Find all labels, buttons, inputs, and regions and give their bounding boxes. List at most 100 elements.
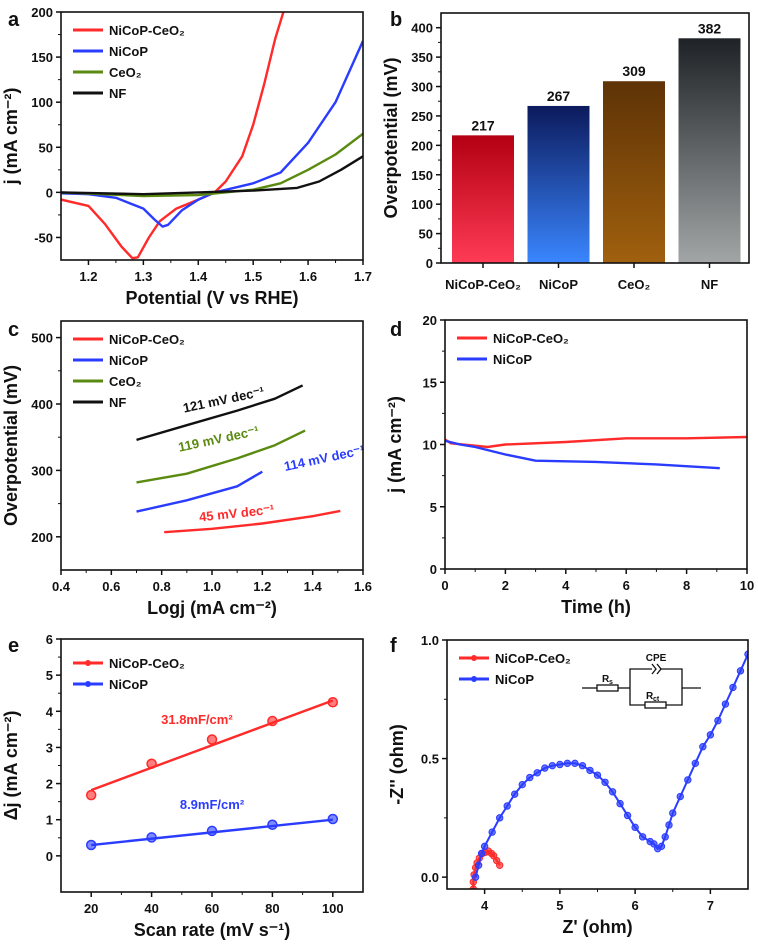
y-tick-label: 5 (430, 500, 437, 515)
x-tick-label: 1.2 (79, 269, 97, 284)
series-annotation: 31.8mF/cm² (161, 712, 233, 727)
x-tick-label: 20 (84, 901, 98, 916)
x-tick-label: 6 (632, 898, 639, 913)
y-tick-label: 0 (430, 562, 437, 577)
series-annotation: 45 mV dec⁻¹ (198, 502, 275, 525)
panel-label: d (390, 319, 402, 341)
legend-marker (85, 681, 91, 687)
plot-area (61, 12, 363, 260)
y-tick-label: 50 (419, 227, 433, 242)
data-point (495, 814, 504, 822)
y-tick-label: 150 (31, 50, 53, 65)
panel-label: f (390, 635, 397, 657)
y-tick-label: 5 (46, 668, 53, 683)
data-point (471, 873, 480, 881)
series-line (61, 12, 285, 260)
x-tick-label: 40 (144, 901, 158, 916)
resistor-rs (596, 684, 619, 692)
x-tick-label: 2 (502, 578, 509, 593)
series-line (61, 155, 363, 196)
data-point (586, 766, 594, 775)
y-tick-label: 400 (31, 397, 53, 412)
y-tick-label: 1.0 (421, 633, 439, 648)
panel-label: c (8, 319, 19, 341)
data-point (85, 789, 97, 801)
data-point (477, 849, 486, 858)
plot-frame (60, 320, 364, 571)
data-point (638, 833, 647, 841)
cpe-symbol (656, 663, 662, 675)
series-line (61, 132, 363, 198)
x-tick-label: 60 (205, 901, 219, 916)
y-tick-label: 20 (423, 313, 437, 328)
series-line (136, 470, 263, 513)
x-tick-label: 1.7 (354, 269, 372, 284)
y-tick-label: 300 (31, 463, 53, 478)
y-tick-label: 200 (411, 138, 433, 153)
wire (629, 688, 645, 706)
legend-label: NiCoP (109, 44, 148, 59)
x-tick-label: 4 (481, 898, 489, 913)
bar (603, 81, 665, 263)
y-tick-label: 15 (423, 375, 437, 390)
data-point (488, 828, 496, 836)
y-tick-label: 200 (31, 530, 53, 545)
y-tick-label: 0 (46, 185, 53, 200)
data-point (623, 811, 632, 820)
cpe-symbol (651, 663, 657, 675)
data-point (650, 840, 658, 848)
rct-subscript: ct (653, 696, 660, 703)
panel-e: e 0 1 2 3 4 5 6 20 40 60 80 100 Scan rate (mV s⁻¹) Δj … (1, 632, 364, 940)
data-point (578, 761, 587, 770)
y-tick-label: 3 (46, 740, 53, 755)
x-tick-label: 4 (562, 578, 570, 593)
series-line (136, 429, 306, 484)
bar (678, 38, 741, 264)
x-tick-label: 7 (707, 898, 714, 913)
data-point (714, 716, 722, 725)
x-tick-label: 8 (683, 578, 690, 593)
plot-area (445, 435, 747, 470)
y-tick-label: 150 (411, 168, 433, 183)
bar-value-label: 309 (622, 63, 646, 79)
y-tick-label: 250 (411, 109, 433, 124)
data-point (206, 825, 218, 837)
data-point (474, 861, 483, 869)
data-point (556, 760, 564, 769)
y-tick-label: 400 (411, 21, 433, 36)
x-tick-label: 1.4 (189, 269, 208, 284)
data-point (548, 761, 557, 770)
data-point (616, 799, 624, 808)
panel-label: b (390, 9, 402, 31)
y-tick-label: 200 (31, 5, 53, 20)
panel-c: c 200 300 400 500 0.4 0.6 0.8 1.0 1.2 1.4 1.6 Logj (… (1, 319, 372, 618)
legend-label: NiCoP-CeO₂ (109, 332, 185, 347)
x-tick-label: 10 (740, 578, 754, 593)
y-tick-label: 0.5 (421, 752, 439, 767)
legend-label: NF (109, 86, 126, 101)
y-tick-label: 4 (46, 704, 54, 719)
data-point (495, 861, 504, 869)
x-tick-label: NiCoP-CeO₂ (445, 277, 521, 292)
data-point (736, 667, 745, 675)
data-point (684, 776, 692, 784)
x-tick-label: 0.8 (153, 579, 171, 594)
bar-value-label: 267 (547, 88, 571, 104)
y-tick-label: -50 (34, 230, 53, 245)
wire (666, 688, 683, 706)
data-point (563, 759, 572, 768)
x-tick-label: 1.5 (244, 269, 262, 284)
legend-label: NiCoP-CeO₂ (109, 656, 185, 671)
x-tick-label: CeO₂ (618, 277, 651, 292)
rct-label: R (646, 691, 654, 702)
legend-label: NiCoP (109, 353, 148, 368)
series-annotation: 8.9mF/cm² (180, 797, 245, 812)
plot-frame (60, 638, 364, 893)
y-tick-label: 2 (46, 777, 53, 792)
data-point (533, 769, 541, 777)
plot-area (469, 650, 748, 889)
bar (527, 105, 590, 263)
data-point (669, 809, 677, 817)
wire (629, 668, 652, 688)
fit-line (90, 699, 334, 792)
